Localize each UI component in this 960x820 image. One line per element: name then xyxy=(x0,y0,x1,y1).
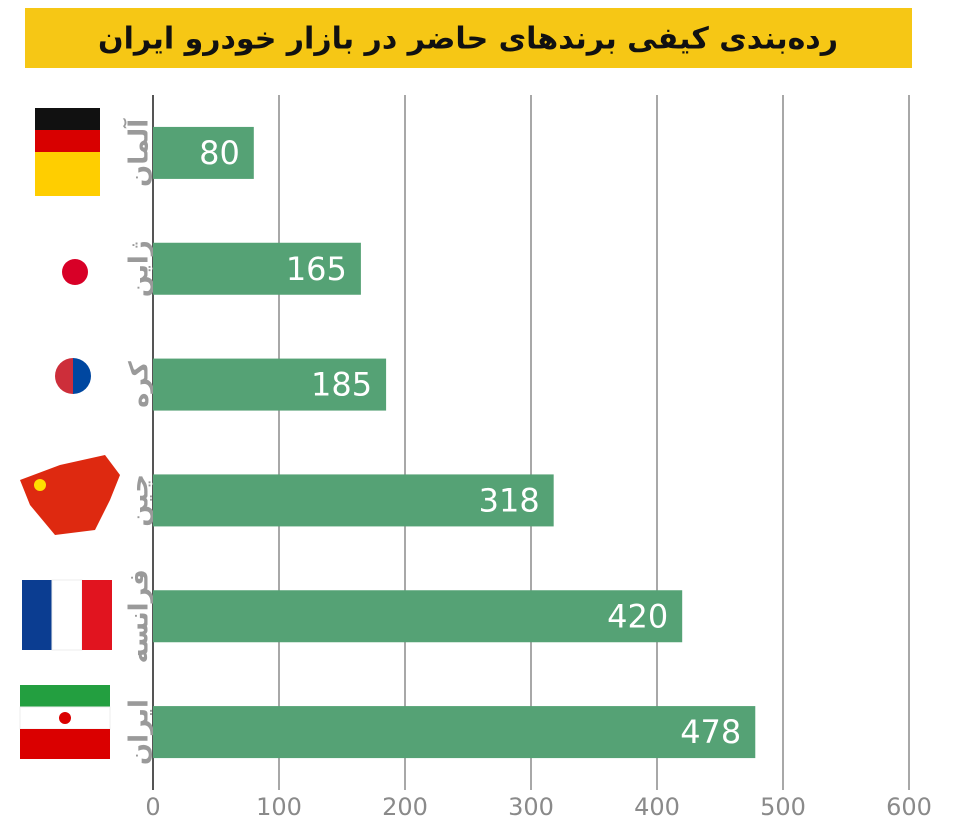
y-tick-label: فرانسه xyxy=(125,569,155,663)
x-tick-label: 600 xyxy=(886,793,932,820)
value-label: 478 xyxy=(680,713,741,751)
bar xyxy=(153,706,756,759)
x-tick-label: 100 xyxy=(256,793,302,820)
flag-germany xyxy=(35,108,100,196)
bar xyxy=(153,590,683,643)
y-tick-label: چین xyxy=(125,474,155,527)
bar xyxy=(153,474,554,527)
flag-korea xyxy=(55,358,91,394)
value-label: 80 xyxy=(199,134,240,172)
y-tick-label: کره xyxy=(125,360,155,408)
y-tick-label: ژاپن xyxy=(125,240,155,297)
x-tick-label: 500 xyxy=(760,793,806,820)
value-label: 165 xyxy=(286,250,347,288)
x-tick-label: 0 xyxy=(145,793,160,820)
flags xyxy=(19,108,120,759)
bar xyxy=(153,242,361,295)
chart-title: رده‌بندی کیفی برندهای حاضر در بازار خودر… xyxy=(98,22,838,57)
x-tick-label: 200 xyxy=(382,793,428,820)
value-label: 185 xyxy=(311,366,372,404)
value-label: 318 xyxy=(479,481,540,519)
flag-japan xyxy=(20,225,110,305)
x-tick-label: 300 xyxy=(508,793,554,820)
y-tick-label: آلمان xyxy=(123,118,155,187)
x-tick-label: 400 xyxy=(634,793,680,820)
flag-china xyxy=(20,455,120,535)
bar xyxy=(153,126,254,179)
value-label: 420 xyxy=(607,597,668,635)
flag-france xyxy=(22,579,112,651)
flag-iran xyxy=(19,685,111,759)
y-tick-label: ایران xyxy=(125,699,155,765)
title-banner xyxy=(25,8,912,68)
bar xyxy=(153,358,387,411)
